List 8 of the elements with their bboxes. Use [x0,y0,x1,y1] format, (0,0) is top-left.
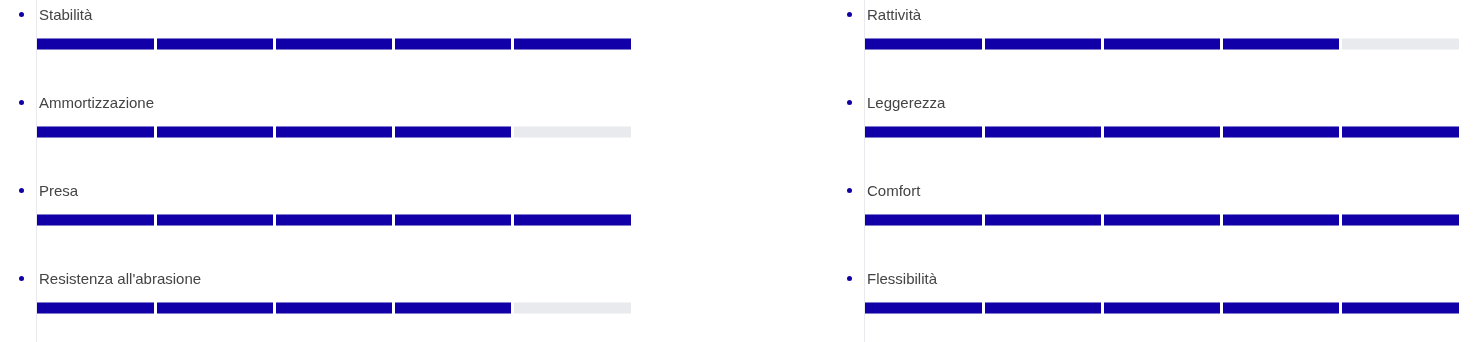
y-tick-label: Rattività [867,6,922,23]
y-tick-label: Presa [39,182,79,199]
y-tick-label: Leggerezza [867,94,947,111]
y-tick-label: Resistenza all'abrasione [39,270,202,287]
y-tick-label: Stabilità [39,6,94,23]
y-tick-label: Ammortizzazione [39,94,155,111]
y-tick-label: Flessibilità [867,270,938,287]
y-tick-label: Comfort [867,182,922,199]
